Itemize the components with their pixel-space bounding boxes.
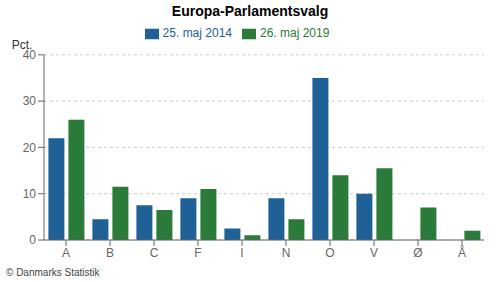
- svg-text:F: F: [194, 246, 201, 260]
- svg-text:Ø: Ø: [413, 246, 422, 260]
- svg-text:10: 10: [23, 187, 37, 201]
- html-text:Europa-Parlamentsvalg: Europa-Parlamentsvalg: [171, 3, 329, 19]
- svg-text:A: A: [62, 246, 70, 260]
- svg-text:Å: Å: [458, 245, 466, 260]
- svg-text:20: 20: [23, 141, 37, 155]
- svg-text:40: 40: [22, 48, 36, 63]
- svg-text:30: 30: [23, 94, 37, 108]
- html-text:26. maj 2019: 26. maj 2019: [260, 26, 330, 40]
- svg-text:0: 0: [29, 233, 36, 247]
- html-text:25. maj 2014: 25. maj 2014: [162, 26, 232, 40]
- svg-text:Pct.: Pct.: [12, 38, 33, 52]
- svg-text:N: N: [282, 246, 291, 260]
- svg-text:V: V: [370, 246, 378, 260]
- svg-text:C: C: [150, 246, 159, 260]
- svg-text:O: O: [325, 246, 334, 260]
- html-text:© Danmarks Statistik: © Danmarks Statistik: [6, 267, 100, 278]
- svg-text:I: I: [240, 246, 243, 260]
- svg-text:B: B: [106, 246, 114, 260]
